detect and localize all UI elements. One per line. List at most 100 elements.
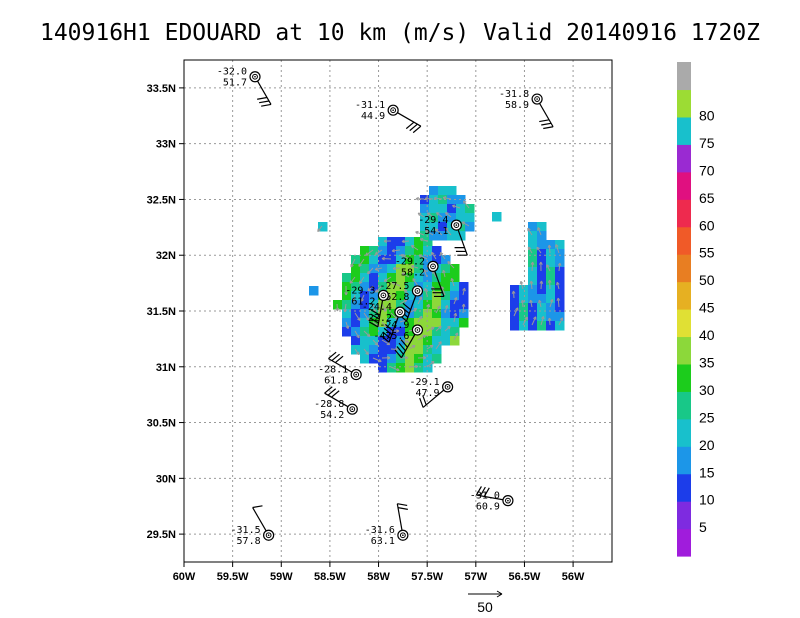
x-tick-label: 57.5W xyxy=(411,571,443,583)
wind-vector xyxy=(426,326,435,332)
field-cell xyxy=(387,300,397,310)
wind-vector-head xyxy=(436,212,440,214)
wind-vector-head xyxy=(559,262,562,267)
field-cell xyxy=(369,273,379,283)
field-cell xyxy=(405,282,415,292)
wind-vector-head xyxy=(383,278,387,282)
wind-vector xyxy=(384,276,392,282)
field-cell xyxy=(420,204,430,214)
wind-vector xyxy=(381,303,387,312)
wind-vector xyxy=(520,281,524,290)
colorbar-segment xyxy=(677,89,691,118)
dropsonde-top-label: -24.4 xyxy=(362,302,392,313)
field-cell xyxy=(447,186,457,196)
reference-arrow-head xyxy=(496,590,503,595)
dropsonde-ring-inner xyxy=(399,532,406,539)
field-cell xyxy=(510,285,520,295)
field-cell xyxy=(555,258,565,268)
colorbar-segment xyxy=(677,199,691,228)
dropsonde-bottom-label: 58.9 xyxy=(505,100,529,111)
wind-vector-head xyxy=(432,361,435,365)
field-cell xyxy=(387,237,397,247)
wind-vector-head xyxy=(367,287,370,291)
colorbar-label: 20 xyxy=(699,437,715,453)
colorbar: 5 10 15 20 25 30 35 40 45 50 55 60 65 70 75 80 xyxy=(677,62,715,557)
field-cell xyxy=(420,231,430,241)
field-cell xyxy=(414,273,424,283)
field-cell xyxy=(378,237,388,247)
dropsonde: -31.144.9 xyxy=(355,100,422,134)
wind-barb-feather xyxy=(409,123,418,132)
field-cell xyxy=(450,336,460,346)
wind-vector xyxy=(424,197,434,200)
dropsonde-ring-inner xyxy=(414,327,421,333)
wind-vector xyxy=(556,282,560,290)
field-cell xyxy=(387,354,397,364)
dropsonde-bottom-label: 60.9 xyxy=(476,502,500,513)
dropsonde: -28.161.8 xyxy=(318,351,362,387)
field-cell xyxy=(528,321,538,331)
wind-vector xyxy=(549,299,553,308)
dropsonde-dot xyxy=(382,294,385,297)
colorbar-label: 35 xyxy=(699,355,715,371)
x-tick-label: 60W xyxy=(173,571,196,583)
field-cell xyxy=(369,300,379,310)
field-cell xyxy=(546,276,556,286)
field-cell xyxy=(450,327,460,337)
dropsonde-dot xyxy=(432,265,434,268)
wind-vector-head xyxy=(537,227,541,230)
field-cell xyxy=(447,231,457,241)
wind-vector xyxy=(463,200,470,209)
wind-barb-feather xyxy=(385,324,394,332)
field-cell xyxy=(429,222,439,232)
wind-vector xyxy=(521,299,524,308)
y-tick-label: 33.5N xyxy=(147,83,176,95)
field-cell xyxy=(423,354,433,364)
wind-barb-feather xyxy=(327,388,337,396)
dropsonde-top-label: -32.0 xyxy=(217,67,247,78)
y-tick-label: 32N xyxy=(156,250,176,262)
field-cell xyxy=(423,264,433,274)
colorbar-segment xyxy=(677,446,691,475)
field-cell xyxy=(546,303,556,313)
wind-vector-head xyxy=(452,204,456,207)
field-cell xyxy=(423,291,433,301)
field-cell xyxy=(528,249,538,259)
dropsonde: -31.060.9 xyxy=(470,486,514,513)
field-cell xyxy=(351,282,361,292)
field-cell xyxy=(537,267,547,277)
dropsonde-dot xyxy=(351,408,354,410)
dropsonde-dot xyxy=(267,534,270,537)
field-cell xyxy=(378,327,388,337)
dropsonde-top-label: -31.1 xyxy=(355,100,385,111)
wind-barb-feather xyxy=(324,386,333,394)
wind-vector-head xyxy=(441,286,445,289)
field-cell xyxy=(360,300,370,310)
field-cell xyxy=(405,354,415,364)
wind-vector xyxy=(433,197,443,200)
dropsonde-ring-inner xyxy=(353,371,360,378)
field-cell xyxy=(450,300,460,310)
dropsonde-ring-inner xyxy=(430,263,436,270)
wind-vector xyxy=(548,317,551,326)
wind-vector-head xyxy=(520,280,524,284)
field-cell xyxy=(546,249,556,259)
wind-vector-head xyxy=(463,303,466,307)
field-cell xyxy=(528,303,538,313)
wind-vector xyxy=(426,344,434,350)
field-cell xyxy=(429,195,439,205)
wind-vector xyxy=(546,264,551,272)
dropsonde-bottom-label: 61.2 xyxy=(351,296,375,307)
dropsonde-top-label: -31.8 xyxy=(499,89,529,100)
wind-vector-head xyxy=(431,345,434,349)
wind-vector-head xyxy=(431,286,435,290)
field-cell xyxy=(387,336,397,346)
wind-vector-head xyxy=(557,297,561,301)
colorbar-segment xyxy=(677,144,691,173)
wind-barb-feather xyxy=(405,121,415,130)
wind-vector-head xyxy=(431,251,435,255)
field-cell xyxy=(414,255,424,265)
field-cell xyxy=(387,246,397,256)
dropsonde-ring-inner xyxy=(414,288,421,294)
dropsonde-top-label: -31.0 xyxy=(470,491,500,502)
